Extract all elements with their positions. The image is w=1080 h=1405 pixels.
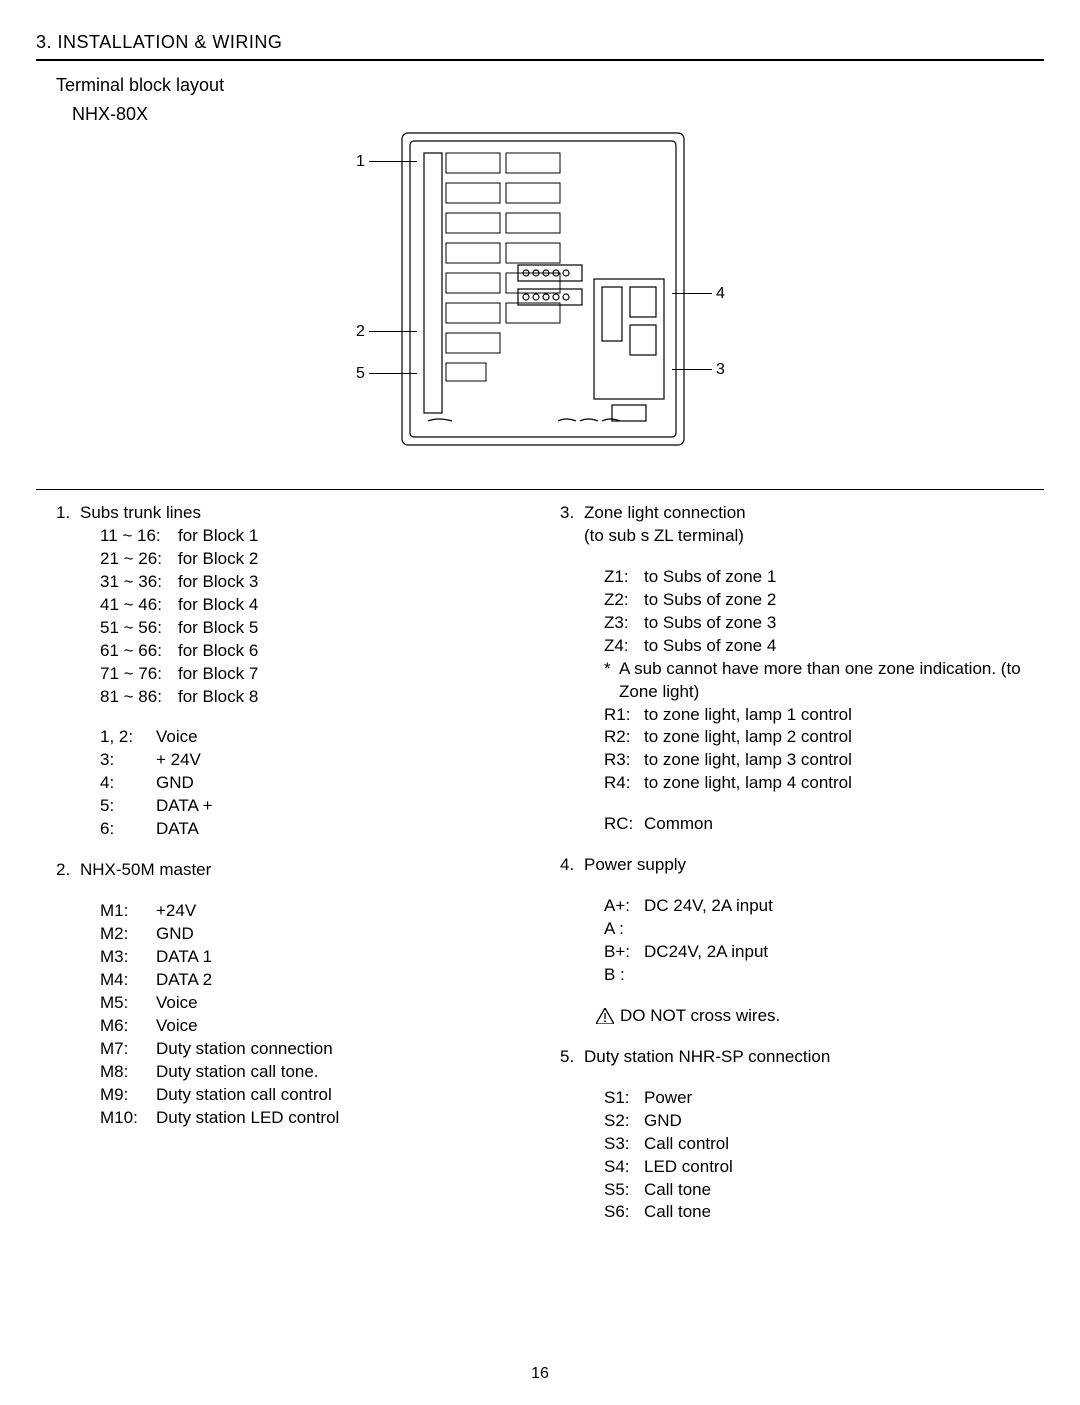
- section-title-text: INSTALLATION & WIRING: [58, 32, 283, 52]
- section-heading: 3. INSTALLATION & WIRING: [36, 32, 1044, 53]
- page-number: 16: [0, 1365, 1080, 1383]
- warning-icon: [596, 1008, 614, 1024]
- section-3-z: Z1:to Subs of zone 1 Z2:to Subs of zone …: [560, 566, 1024, 658]
- section-3-note: * A sub cannot have more than one zone i…: [560, 658, 1024, 704]
- callout-2: 2: [356, 323, 417, 341]
- section-5-head: 5. Duty station NHR-SP connection: [560, 1046, 1024, 1069]
- right-column: 3. Zone light connection (to sub s ZL te…: [560, 502, 1024, 1224]
- section-3-r: R1:to zone light, lamp 1 control R2:to z…: [560, 704, 1024, 796]
- model-label: NHX-80X: [72, 104, 1044, 125]
- section-4-head: 4. Power supply: [560, 854, 1024, 877]
- manual-page: 3. INSTALLATION & WIRING Terminal block …: [0, 0, 1080, 1405]
- heading-rule: [36, 59, 1044, 61]
- callout-1: 1: [356, 153, 417, 171]
- callout-5: 5: [356, 365, 417, 383]
- mid-rule: [36, 489, 1044, 490]
- section-1-head: 1. Subs trunk lines: [56, 502, 520, 525]
- section-4-lines: A+:DC 24V, 2A input A : B+:DC24V, 2A inp…: [560, 895, 1024, 987]
- left-column: 1. Subs trunk lines 11 ~ 16:for Block 1 …: [56, 502, 520, 1224]
- diagram-area: 1 2 5 4 3: [36, 129, 1044, 459]
- section-1-blocks: 11 ~ 16:for Block 1 21 ~ 26:for Block 2 …: [56, 525, 520, 709]
- section-number: 3.: [36, 32, 52, 52]
- subsection-title: Terminal block layout: [56, 75, 1044, 96]
- section-3-head: 3. Zone light connection: [560, 502, 1024, 525]
- section-5-pins: S1:Power S2:GND S3:Call control S4:LED c…: [560, 1087, 1024, 1225]
- callout-4: 4: [672, 285, 725, 303]
- section-3-subtitle: (to sub s ZL terminal): [560, 525, 1024, 548]
- callout-3: 3: [672, 361, 725, 379]
- warning-text: DO NOT cross wires.: [620, 1005, 780, 1028]
- terminal-block-diagram: [398, 129, 688, 449]
- content-columns: 1. Subs trunk lines 11 ~ 16:for Block 1 …: [36, 502, 1044, 1224]
- section-2-pins: M1:+24V M2:GND M3:DATA 1 M4:DATA 2 M5:Vo…: [56, 900, 520, 1129]
- section-2-head: 2. NHX-50M master: [56, 859, 520, 882]
- warning-line: DO NOT cross wires.: [560, 1005, 1024, 1028]
- section-1-pins: 1, 2:Voice 3:+ 24V 4:GND 5:DATA + 6:DATA: [56, 726, 520, 841]
- section-3-rc: RC:Common: [560, 813, 1024, 836]
